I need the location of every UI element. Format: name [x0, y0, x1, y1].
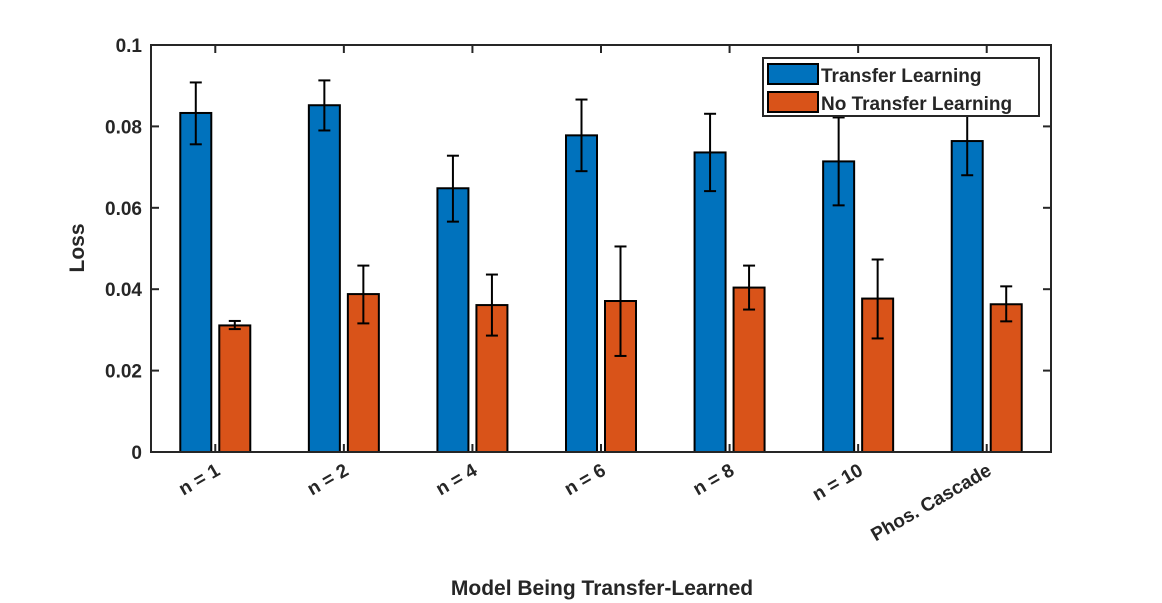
legend-swatch-no-transfer — [767, 91, 819, 113]
y-tick-label-5: 0.1 — [116, 36, 143, 57]
x-axis-label: Model Being Transfer-Learned — [451, 577, 753, 600]
bar-transfer-1 — [307, 104, 341, 454]
bar-transfer-0 — [179, 111, 213, 454]
legend-swatch-transfer — [767, 63, 819, 85]
error-bars-layer — [189, 79, 1013, 357]
bar-transfer-4 — [693, 151, 727, 453]
legend-label-no-transfer: No Transfer Learning — [821, 94, 1012, 115]
bar-transfer-6 — [950, 140, 984, 453]
bar-no-transfer-0 — [218, 324, 252, 454]
y-tick-label-4: 0.08 — [105, 117, 142, 138]
bar-no-transfer-6 — [989, 303, 1023, 453]
legend-label-transfer: Transfer Learning — [821, 66, 982, 87]
bars-layer — [179, 104, 1023, 454]
bar-no-transfer-4 — [732, 286, 766, 453]
y-tick-label-3: 0.06 — [105, 199, 142, 220]
y-axis: 0 0.02 0.04 0.06 0.08 0.1 — [105, 36, 1051, 464]
y-tick-label-0: 0 — [131, 443, 142, 464]
y-tick-label-1: 0.02 — [105, 362, 142, 383]
bar-transfer-3 — [565, 134, 598, 453]
bar-transfer-2 — [436, 187, 470, 453]
legend: Transfer Learning No Transfer Learning — [762, 57, 1040, 117]
y-axis-label: Loss — [66, 223, 89, 272]
y-tick-label-2: 0.04 — [105, 280, 142, 301]
